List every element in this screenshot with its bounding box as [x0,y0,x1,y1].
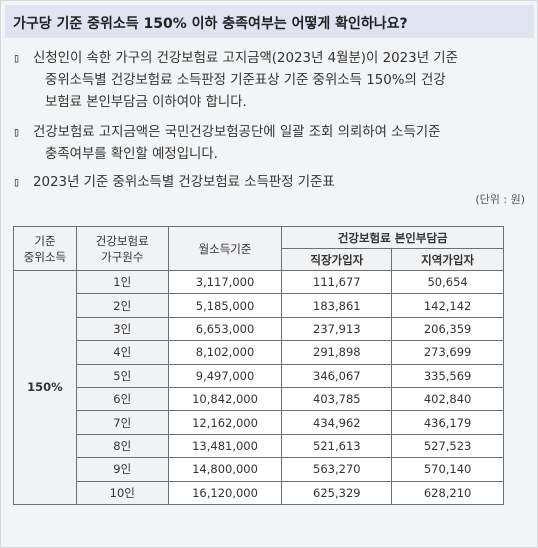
regional-premium-cell: 50,654 [391,269,504,295]
regional-premium-cell: 206,359 [391,316,504,342]
table-row: 150% 1인 3,117,000 111,677 50,654 [13,269,504,505]
household-size-cell: 6인 [75,386,169,412]
employee-premium-cell: 403,785 [281,386,393,412]
household-size-cell: 2인 [75,293,169,318]
monthly-income-cell: 10,842,000 [167,386,283,412]
unit-note: (단위 : 원) [475,193,525,206]
table-row: 7인 12,162,000 434,962 436,179 [14,410,504,435]
household-size-cell: 9인 [75,457,169,482]
monthly-income-cell: 12,162,000 [167,410,283,435]
checkbox-bullet-icon: ▯ [13,125,21,139]
household-size-cell: 10인 [75,480,169,505]
employee-premium-cell: 434,962 [281,410,393,435]
employee-premium-cell: 111,677 [281,269,393,295]
monthly-income-cell: 3,117,000 [167,269,283,295]
checkbox-bullet-icon: ▯ [13,175,21,189]
regional-premium-cell: 142,142 [391,293,504,318]
header-regional-subscriber: 지역가입자 [391,248,504,271]
household-size-cell: 1인 [75,269,169,295]
monthly-income-cell: 16,120,000 [167,480,283,505]
question-header: 가구당 기준 중위소득 150% 이하 충족여부는 어떻게 확인하나요? [5,5,534,38]
header-premium-group: 건강보험료 본인부담금 [281,226,504,249]
paragraph-line: 충족여부를 확인할 예정입니다. [45,147,218,162]
regional-premium-cell: 570,140 [391,457,504,482]
household-size-cell: 7인 [75,410,169,435]
header-household-size: 건강보험료 가구원수 [75,226,169,271]
regional-premium-cell: 273,699 [391,340,504,365]
employee-premium-cell: 346,067 [281,363,393,388]
regional-premium-cell: 628,210 [391,480,504,505]
household-size-cell: 4인 [75,340,169,365]
table-row: 8인 13,481,000 521,613 527,523 [14,433,504,459]
table-row: 5인 9,497,000 346,067 335,569 [14,363,504,388]
table-row: 9인 14,800,000 563,270 570,140 [14,457,504,482]
table-row: 3인 6,653,000 237,913 206,359 [14,316,504,342]
employee-premium-cell: 625,329 [281,480,393,505]
paragraph-line: ▯ 2023년 기준 중위소득별 건강보험료 소득판정 기준표 [13,171,533,194]
regional-premium-cell: 436,179 [391,410,504,435]
employee-premium-cell: 521,613 [281,433,393,459]
monthly-income-cell: 6,653,000 [167,316,283,342]
median-income-150-cell: 150% [13,270,77,505]
paragraph-table-title: ▯ 2023년 기준 중위소득별 건강보험료 소득판정 기준표 [13,171,533,194]
regional-premium-cell: 527,523 [391,433,504,459]
paragraph-line: 보험료 본인부담금 이하여야 합니다. [45,95,247,110]
household-size-cell: 3인 [75,316,169,342]
monthly-income-cell: 9,497,000 [167,363,283,388]
employee-premium-cell: 291,898 [281,340,393,365]
question-title: 가구당 기준 중위소득 150% 이하 충족여부는 어떻게 확인하나요? [13,16,408,32]
table-row: 4인 8,102,000 291,898 273,699 [14,340,504,365]
paragraph-premium-criteria: ▯ 신청인이 속한 가구의 건강보험료 고지금액(2023년 4월분)이 2023… [13,47,533,114]
table-row: 6인 10,842,000 403,785 402,840 [14,386,504,412]
household-size-cell: 8인 [75,433,169,459]
paragraph-nhis-check: ▯ 건강보험료 고지금액은 국민건강보험공단에 일괄 조회 의뢰하여 소득기준 충… [13,121,533,166]
monthly-income-cell: 5,185,000 [167,293,283,318]
regional-premium-cell: 335,569 [391,363,504,388]
header-median-income: 기준 중위소득 [13,226,77,271]
household-size-cell: 5인 [75,363,169,388]
checkbox-bullet-icon: ▯ [13,51,21,65]
monthly-income-cell: 13,481,000 [167,433,283,459]
table-row: 10인 16,120,000 625,329 628,210 [14,480,504,505]
employee-premium-cell: 183,861 [281,293,393,318]
header-monthly-income: 월소득기준 [167,226,283,271]
paragraph-line: 중위소득별 건강보험료 소득판정 기준표상 기준 중위소득 150%의 건강 [45,73,446,88]
paragraph-line: ▯ 건강보험료 고지금액은 국민건강보험공단에 일괄 조회 의뢰하여 소득기준 [13,121,533,144]
table-row: 2인 5,185,000 183,861 142,142 [14,293,504,318]
header-employee-subscriber: 직장가입자 [281,248,393,271]
employee-premium-cell: 563,270 [281,457,393,482]
income-criteria-table: 기준 중위소득 건강보험료 가구원수 월소득기준 건강보험료 본인부담금 직장가… [13,226,504,505]
regional-premium-cell: 402,840 [391,386,504,412]
paragraph-line: ▯ 신청인이 속한 가구의 건강보험료 고지금액(2023년 4월분)이 2023… [13,47,533,70]
employee-premium-cell: 237,913 [281,316,393,342]
monthly-income-cell: 8,102,000 [167,340,283,365]
monthly-income-cell: 14,800,000 [167,457,283,482]
